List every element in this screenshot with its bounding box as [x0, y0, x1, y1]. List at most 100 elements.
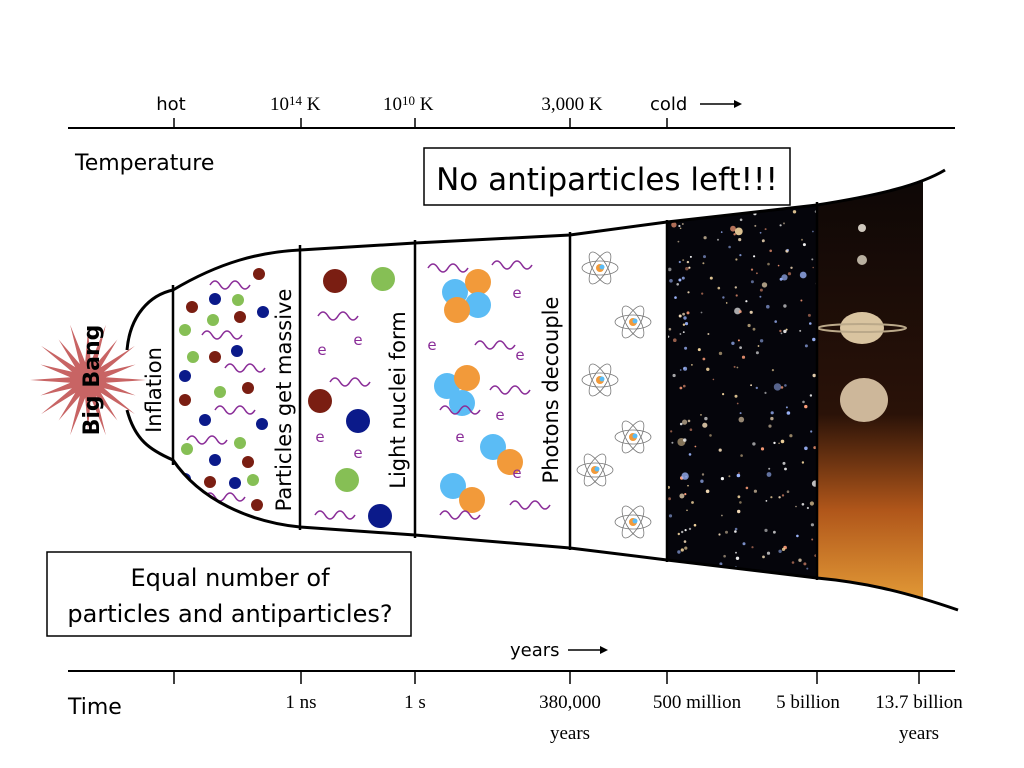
atom-orbit: [621, 505, 645, 539]
temperature-axis: hot 1014 K 1010 K 3,000 K cold Temperatu…: [68, 93, 955, 176]
electron-label: e: [512, 464, 521, 482]
galaxy: [720, 477, 725, 481]
electron-label: e: [515, 346, 524, 364]
galaxy: [717, 238, 719, 241]
galaxy: [734, 307, 741, 315]
atom-orbit: [588, 251, 612, 285]
galaxy: [783, 304, 787, 308]
photon-wave: [427, 263, 469, 273]
galaxy: [686, 260, 690, 264]
galaxy: [686, 509, 688, 512]
galaxy: [700, 311, 703, 314]
galaxy: [733, 233, 736, 236]
galaxy: [677, 206, 681, 210]
galaxy: [809, 394, 813, 397]
time-label: Time: [67, 695, 122, 720]
blue-particle: [231, 345, 243, 357]
neutron: [449, 390, 475, 416]
galaxy: [777, 264, 780, 267]
svg-text:Equal number of: Equal number of: [130, 564, 330, 592]
galaxy: [781, 274, 788, 281]
galaxy: [759, 295, 762, 298]
proton: [454, 365, 480, 391]
green-particle: [179, 324, 191, 336]
galaxy: [688, 266, 691, 269]
galaxy: [689, 255, 692, 258]
atom-icon: [581, 363, 619, 397]
galaxy: [689, 428, 693, 432]
galaxy: [799, 329, 802, 332]
galaxy: [700, 479, 704, 483]
atom-orbit: [588, 363, 612, 397]
galaxy: [779, 329, 782, 333]
galaxy: [737, 495, 741, 499]
photon-wave: [491, 260, 533, 270]
galaxy: [715, 209, 719, 212]
atom-orbit: [614, 514, 652, 530]
green-particle: [247, 474, 259, 486]
galaxy: [679, 422, 683, 426]
red-particle: [209, 351, 221, 363]
galaxy: [685, 267, 689, 271]
time-tick-500-million: 500 million: [653, 692, 742, 713]
galaxy: [736, 473, 741, 478]
photon-wave: [186, 435, 228, 445]
blue-particle: [256, 418, 268, 430]
atom-nucleus: [599, 264, 605, 270]
red-particle: [323, 269, 347, 293]
galaxy: [679, 227, 682, 230]
galaxy: [687, 291, 690, 294]
galaxy: [770, 416, 774, 421]
atom-nucleus: [599, 376, 605, 382]
galaxy: [671, 222, 677, 228]
photon-wave: [214, 405, 256, 415]
time-axis: years Time 1 ns 1 s 380,000 years 500 mi…: [67, 640, 963, 744]
galaxy: [679, 333, 682, 335]
atom-orbit: [588, 251, 612, 285]
galaxy: [736, 402, 739, 405]
galaxy: [668, 327, 672, 331]
galaxy: [774, 320, 777, 323]
proton: [465, 269, 491, 295]
galaxy: [804, 344, 808, 348]
galaxy: [790, 266, 793, 269]
galaxy: [799, 271, 807, 279]
galaxy: [668, 514, 673, 518]
red-particle: [242, 456, 254, 468]
galaxy: [749, 310, 753, 314]
galaxy: [742, 542, 746, 546]
galaxy: [687, 419, 691, 423]
galaxy: [750, 268, 754, 271]
galaxy: [795, 505, 797, 508]
galaxy: [810, 430, 813, 433]
planets: [817, 224, 907, 422]
galaxy: [733, 365, 736, 368]
galaxy: [761, 282, 768, 288]
galaxy: [676, 283, 679, 286]
galaxy: [720, 231, 723, 233]
green-particle: [232, 294, 244, 306]
galaxy: [681, 276, 685, 280]
galaxy: [731, 341, 735, 345]
galaxy: [734, 286, 737, 289]
neutron: [480, 434, 506, 460]
galaxy: [700, 414, 702, 416]
galaxy: [800, 299, 803, 302]
galaxy: [701, 473, 705, 476]
galaxy: [677, 550, 681, 554]
galaxy: [769, 249, 772, 253]
galaxy: [785, 406, 788, 409]
galaxy: [773, 441, 776, 445]
galaxy: [681, 530, 684, 534]
galaxy: [705, 489, 710, 494]
atom-icon: [614, 420, 652, 454]
photon-wave: [317, 311, 359, 321]
galaxy: [734, 530, 737, 533]
galaxy: [773, 383, 782, 391]
galaxy: [781, 547, 786, 552]
temp-tick-cold: cold: [650, 94, 687, 115]
galaxy: [668, 497, 671, 501]
electron-label: e: [317, 341, 326, 359]
green-particle: [181, 443, 193, 455]
galaxy: [691, 364, 693, 366]
